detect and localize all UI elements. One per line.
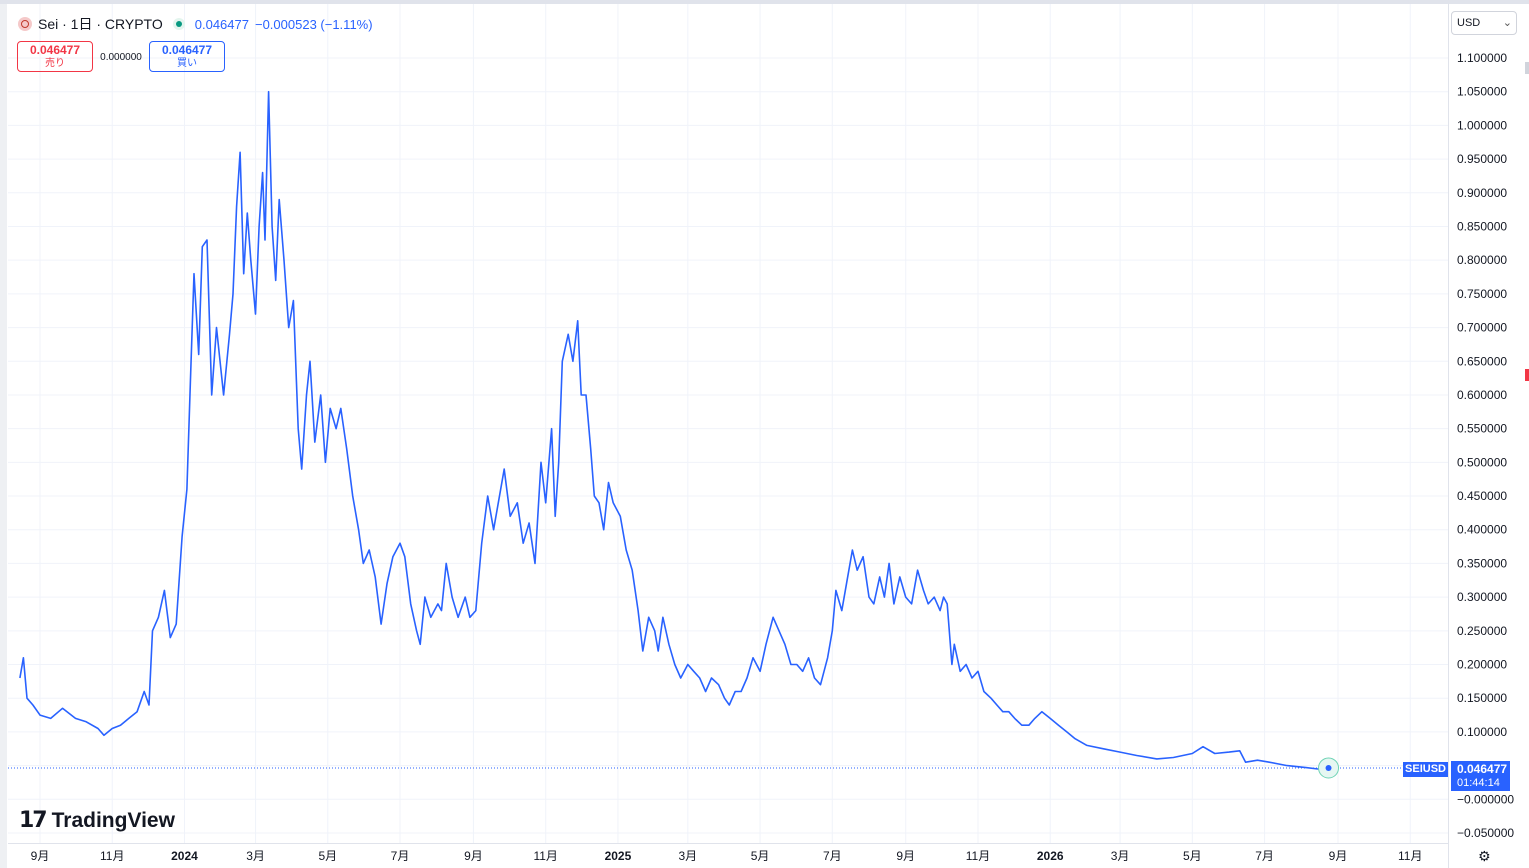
x-tick-label: 11月 [1398,849,1422,863]
bar-countdown: 01:44:14 [1457,777,1500,789]
price-line [19,90,1329,770]
y-tick-label: 0.450000 [1457,489,1507,503]
y-tick-label: 1.050000 [1457,85,1507,99]
y-tick-label: 0.300000 [1457,590,1507,604]
x-tick-label: 7月 [823,849,842,863]
y-tick-label: 1.100000 [1457,51,1507,65]
tradingview-logo-text: TradingView [51,808,175,832]
y-tick-label: 0.350000 [1457,556,1507,570]
x-tick-label: 3月 [1111,849,1130,863]
x-tick-label: 7月 [1255,849,1274,863]
y-tick-label: 0.400000 [1457,523,1507,537]
y-tick-label: 0.600000 [1457,388,1507,402]
settings-gear-icon[interactable]: ⚙ [1478,848,1491,864]
last-point-dot [1325,764,1332,771]
x-tick-label: 11月 [533,849,557,863]
axes: 1.100000 1.050000 1.000000 0.950000 0.900000… [8,4,1514,868]
x-tick-label: 3月 [246,849,265,863]
x-tick-label: 9月 [1329,849,1348,863]
x-tick-label: 5月 [1183,849,1202,863]
tradingview-mark-icon: 17 [19,808,48,833]
top-border [0,0,1529,4]
x-tick-label: 11月 [966,849,990,863]
y-tick-label: 0.700000 [1457,321,1507,335]
y-tick-label: 0.500000 [1457,455,1507,469]
x-tick-label: 5月 [751,849,770,863]
price-series [8,90,1448,779]
y-tick-label: 0.950000 [1457,152,1507,166]
x-tick-label: 9月 [31,849,50,863]
legend-change: −0.000523 (−1.11%) [254,16,373,32]
x-tick-label: 5月 [318,849,337,863]
buy-label: 買い [177,58,197,69]
x-tick-label: 7月 [391,849,410,863]
y-tick-label: 0.100000 [1457,725,1507,739]
y-tick-label: 0.650000 [1457,354,1507,368]
x-tick-label: 11月 [100,849,124,863]
tradingview-logo[interactable]: 17 TradingView [19,808,175,833]
spread-value: 0.000000 [100,52,142,63]
buy-price: 0.046477 [161,43,213,57]
symbol-title[interactable]: Sei · 1日 · CRYPTO [38,16,163,32]
x-tick-label: 9月 [464,849,483,863]
symbol-price-label: SEIUSD [1403,762,1448,777]
x-tick-label: 3月 [678,849,697,863]
legend-last-price: 0.046477 [194,16,249,32]
current-price-value: 0.046477 [1457,762,1508,776]
buy-button[interactable]: 0.046477 買い [149,41,225,72]
y-tick-label: 0.150000 [1457,691,1507,705]
y-tick-label: 0.250000 [1457,624,1507,638]
x-tick-label: 2024 [171,849,198,863]
sei-logo-icon [18,17,32,31]
x-tick-label: 2025 [605,849,632,863]
sell-label: 売り [45,58,65,69]
currency-select[interactable]: USD ⌄ [1451,11,1517,35]
y-tick-label: −0.050000 [1457,826,1514,840]
market-status-icon [172,18,185,30]
y-tick-label: 0.850000 [1457,219,1507,233]
grid-lines [8,4,1448,843]
y-tick-label: 0.900000 [1457,186,1507,200]
currency-value: USD [1457,17,1481,29]
chevron-down-icon: ⌄ [1502,17,1512,29]
scroll-marker-alert [1525,369,1529,381]
y-tick-label: 0.750000 [1457,287,1507,301]
y-tick-label: 0.800000 [1457,253,1507,267]
y-tick-label: −0.000000 [1457,792,1514,806]
y-tick-label: 0.550000 [1457,422,1507,436]
sell-button[interactable]: 0.046477 売り [17,41,93,72]
current-price-tag: 0.046477 01:44:14 [1451,761,1510,791]
y-tick-label: 0.200000 [1457,658,1507,672]
x-tick-label: 9月 [896,849,915,863]
symbol-legend: Sei · 1日 · CRYPTO 0.046477 −0.000523 (−1… [18,14,373,34]
x-tick-label: 2026 [1037,849,1064,863]
left-border [0,4,7,868]
sell-price: 0.046477 [29,43,81,57]
scroll-marker-top [1525,62,1529,74]
y-tick-label: 1.000000 [1457,118,1507,132]
